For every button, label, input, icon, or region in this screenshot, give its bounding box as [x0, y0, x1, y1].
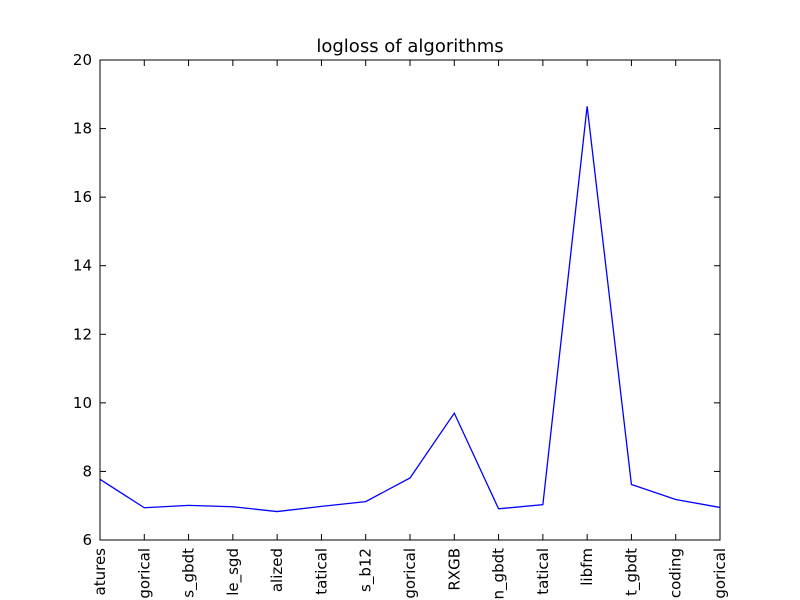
x-tick-label: s_gbdt: [180, 548, 199, 598]
y-tick-label: 16: [73, 188, 92, 206]
x-tick-label: le_sgd: [224, 548, 243, 596]
y-axis: 6 8 10 12 14 16 18 20: [73, 51, 720, 549]
y-tick-label: 18: [73, 120, 92, 138]
y-tick-label: 14: [73, 257, 92, 275]
x-axis: atures gorical s_gbdt le_sgd alized tatical s_…: [91, 60, 729, 599]
y-tick-label: 20: [73, 51, 92, 69]
x-tick-label: gorical: [401, 548, 419, 599]
y-tick-label: 10: [73, 394, 92, 412]
x-tick-label: alized: [268, 548, 286, 592]
chart-title: logloss of algorithms: [316, 36, 503, 57]
x-tick-label: coding: [667, 548, 685, 598]
x-tick-label: RXGB: [445, 548, 463, 591]
plot-frame: [99, 59, 721, 541]
x-tick-label: tatical: [312, 548, 330, 595]
series-layer: [99, 106, 721, 513]
series-line: [99, 106, 721, 513]
x-tick-label: s_b12: [357, 548, 376, 592]
x-tick-label: gorical: [711, 548, 729, 599]
x-tick-label: atures: [91, 548, 109, 596]
y-tick-label: 12: [73, 325, 92, 343]
x-tick-label: libfm: [578, 548, 596, 586]
y-tick-label: 8: [82, 462, 92, 480]
y-tick-label: 6: [82, 531, 92, 549]
x-tick-label: tatical: [534, 548, 552, 595]
x-tick-label: t_gbdt: [622, 548, 641, 596]
x-tick-label: n_gbdt: [490, 548, 509, 600]
x-tick-label: gorical: [135, 548, 153, 599]
